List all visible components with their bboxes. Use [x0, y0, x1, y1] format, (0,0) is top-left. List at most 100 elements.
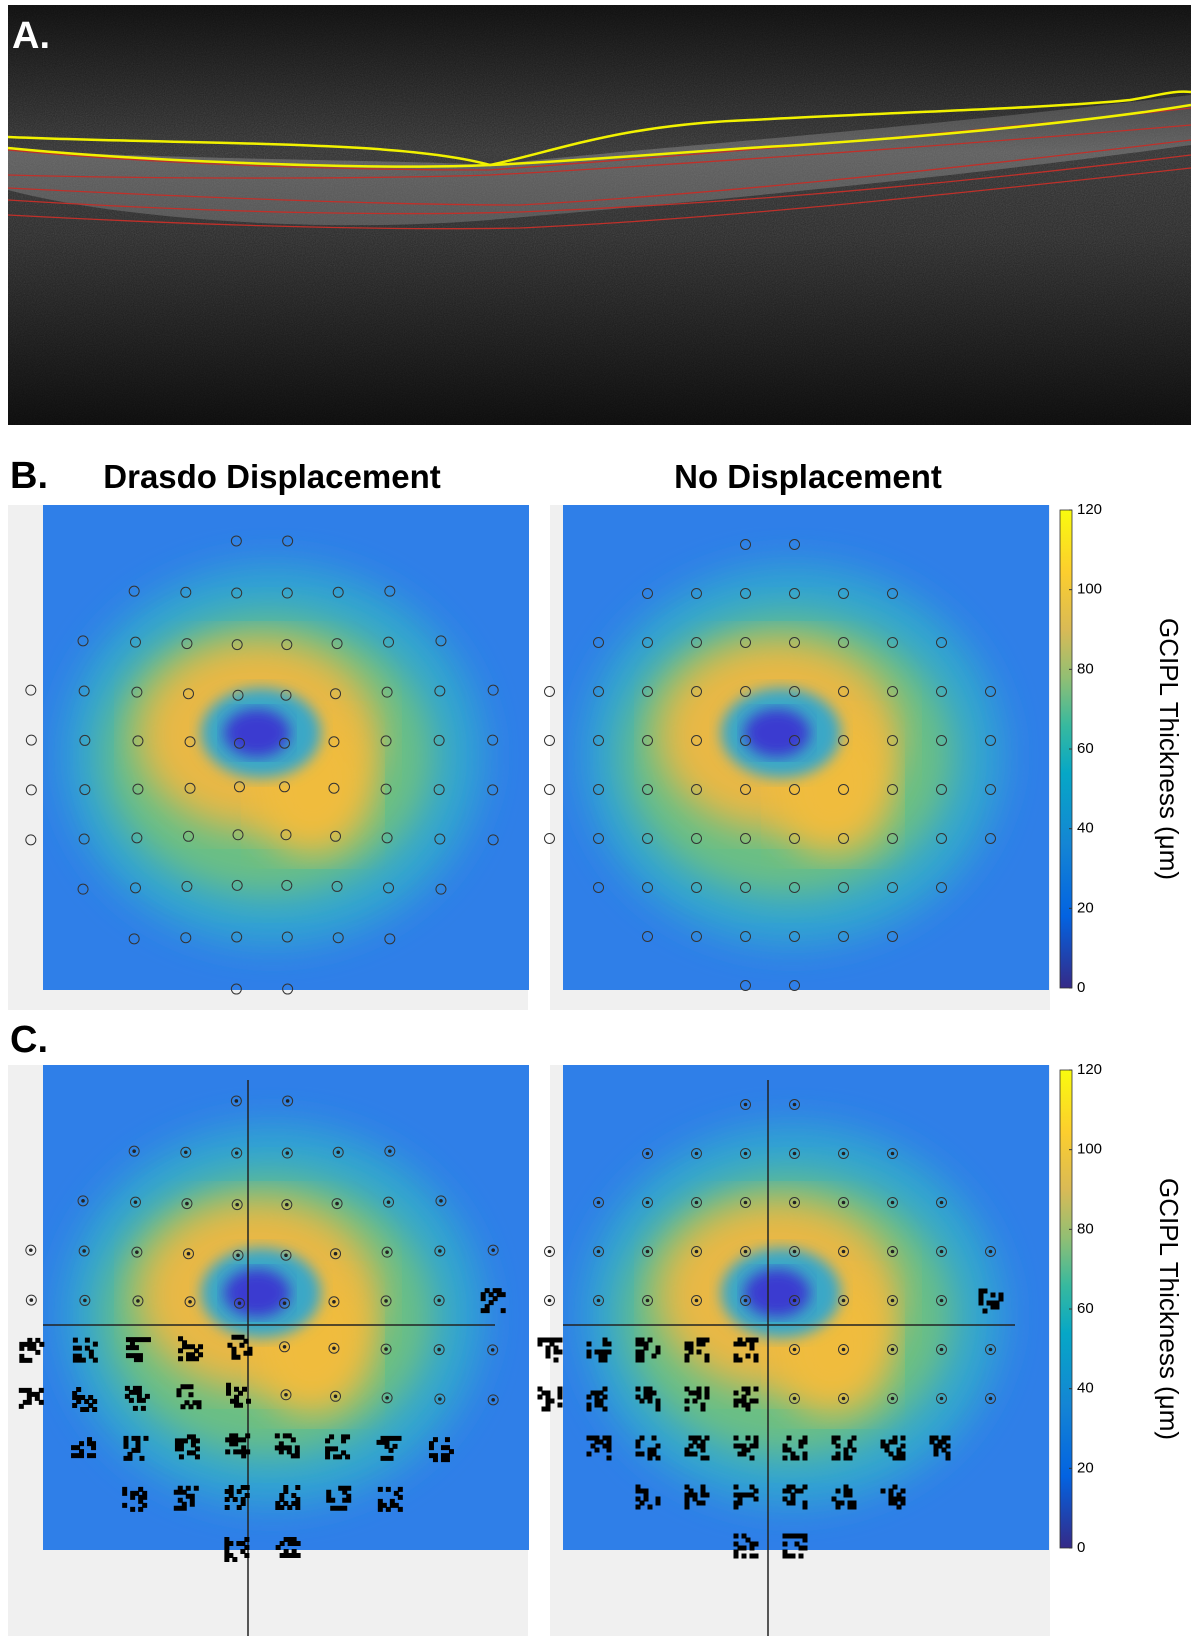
tick-label: 40: [1077, 1380, 1094, 1397]
stimulus-dot: [384, 1299, 388, 1303]
stimulus-dot: [385, 1396, 389, 1400]
colorbar-label: GCIPL Thickness (μm): [1154, 1178, 1184, 1440]
stimulus-dot: [491, 1398, 495, 1402]
stimulus-dot: [548, 1250, 552, 1254]
stimulus-dot: [491, 1248, 495, 1252]
stimulus-dot: [744, 1152, 748, 1156]
stimulus-dot: [334, 1395, 338, 1399]
tick-label: 120: [1077, 1061, 1102, 1078]
stimulus-dot: [439, 1199, 443, 1203]
stimulus-dot: [438, 1397, 442, 1401]
stimulus-dot: [646, 1152, 650, 1156]
stimulus-dot: [695, 1201, 699, 1205]
stimulus-dot: [437, 1348, 441, 1352]
tick-label: 40: [1077, 820, 1094, 837]
stimulus-dot: [384, 1347, 388, 1351]
stimulus-dot: [136, 1299, 140, 1303]
stimulus-dot: [132, 1149, 136, 1153]
stimulus-dot: [83, 1299, 87, 1303]
stimulus-dot: [940, 1201, 944, 1205]
stimulus-dot: [695, 1299, 699, 1303]
stimulus-dot: [81, 1199, 85, 1203]
stimulus-dot: [334, 1252, 338, 1256]
stimulus-dot: [989, 1250, 993, 1254]
stimulus-dot: [695, 1250, 699, 1254]
stimulus-dot: [283, 1301, 287, 1305]
stimulus-dot: [134, 1200, 138, 1204]
stimulus-dot: [842, 1201, 846, 1205]
stimulus-dot: [336, 1150, 340, 1154]
stimulus-dot: [184, 1150, 188, 1154]
stimulus-dot: [286, 1151, 290, 1155]
stimulus-dot: [793, 1348, 797, 1352]
stimulus-dot: [940, 1348, 944, 1352]
tick-label: 80: [1077, 660, 1094, 677]
defect-marker: [378, 1487, 403, 1512]
stimulus-dot: [842, 1250, 846, 1254]
stimulus-dot: [438, 1249, 442, 1253]
stimulus-dot: [891, 1201, 895, 1205]
stimulus-dot: [842, 1348, 846, 1352]
stimulus-dot: [332, 1346, 336, 1350]
stimulus-dot: [891, 1250, 895, 1254]
stimulus-dot: [891, 1299, 895, 1303]
stimulus-dot: [238, 1301, 242, 1305]
stimulus-dot: [695, 1152, 699, 1156]
heatmap: [563, 505, 1049, 990]
stimulus-dot: [437, 1299, 441, 1303]
stimulus-dot: [286, 1099, 290, 1103]
stimulus-dot: [235, 1099, 239, 1103]
heatmap: [563, 1065, 1049, 1550]
stimulus-dot: [842, 1397, 846, 1401]
stimulus-dot: [793, 1250, 797, 1254]
stimulus-dot: [82, 1249, 86, 1253]
stimulus-dot: [940, 1299, 944, 1303]
stimulus-dot: [235, 1203, 239, 1207]
tick-label: 20: [1077, 1459, 1094, 1476]
panel-title: Drasdo Displacement: [103, 458, 440, 495]
panel-label: A.: [12, 15, 50, 57]
tick-label: 0: [1077, 979, 1085, 996]
stimulus-dot: [793, 1397, 797, 1401]
panel-title: No Displacement: [674, 458, 942, 495]
panel-label: B.: [10, 455, 48, 497]
stimulus-dot: [188, 1300, 192, 1304]
stimulus-dot: [187, 1252, 191, 1256]
figure: A. B. Drasdo Displacement No Displacemen…: [0, 0, 1191, 1636]
stimulus-dot: [989, 1348, 993, 1352]
stimulus-dot: [646, 1201, 650, 1205]
stimulus-dot: [29, 1248, 33, 1252]
stimulus-dot: [388, 1149, 392, 1153]
stimulus-dot: [332, 1300, 336, 1304]
tick-label: 100: [1077, 1141, 1102, 1158]
stimulus-dot: [989, 1397, 993, 1401]
stimulus-dot: [940, 1397, 944, 1401]
stimulus-dot: [185, 1202, 189, 1206]
stimulus-dot: [842, 1299, 846, 1303]
stimulus-dot: [597, 1299, 601, 1303]
stimulus-dot: [284, 1393, 288, 1397]
stimulus-dot: [744, 1201, 748, 1205]
stimulus-dot: [283, 1345, 287, 1349]
stimulus-dot: [597, 1250, 601, 1254]
stimulus-dot: [793, 1152, 797, 1156]
stimulus-dot: [548, 1299, 552, 1303]
colorbar: 020406080100120GCIPL Thickness (μm): [1060, 501, 1184, 996]
stimulus-dot: [891, 1348, 895, 1352]
stimulus-dot: [236, 1253, 240, 1257]
stimulus-dot: [335, 1202, 339, 1206]
stimulus-dot: [235, 1151, 239, 1155]
colorbar-label: GCIPL Thickness (μm): [1154, 618, 1184, 880]
stimulus-dot: [940, 1250, 944, 1254]
tick-label: 100: [1077, 581, 1102, 598]
stimulus-dot: [30, 1298, 34, 1302]
stimulus-dot: [891, 1152, 895, 1156]
stimulus-dot: [744, 1250, 748, 1254]
tick-label: 80: [1077, 1220, 1094, 1237]
stimulus-dot: [284, 1253, 288, 1257]
stimulus-dot: [646, 1299, 650, 1303]
tick-label: 60: [1077, 740, 1094, 757]
stimulus-dot: [285, 1203, 289, 1207]
stimulus-dot: [793, 1103, 797, 1107]
